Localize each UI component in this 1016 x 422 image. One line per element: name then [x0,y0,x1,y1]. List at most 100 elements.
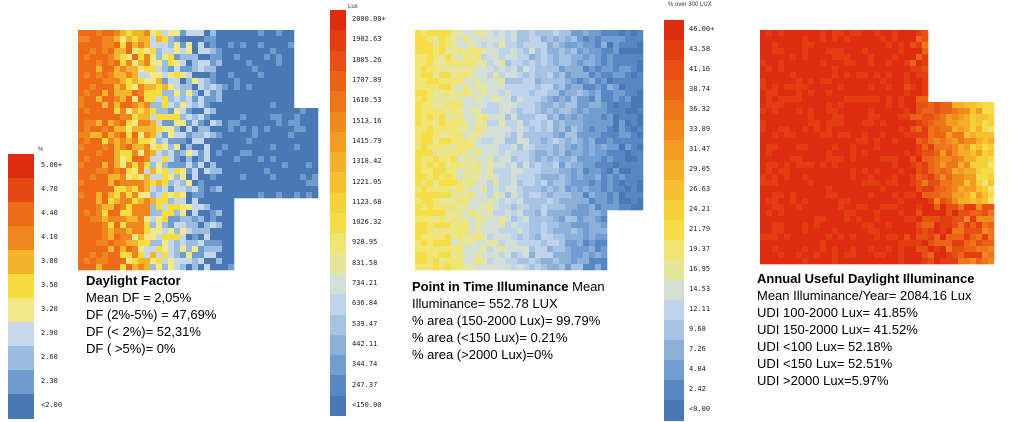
legend-swatch [664,240,684,261]
legend-tick-label: 16.95 [689,265,711,273]
legend-swatch [330,395,346,417]
legend-tick-label: <150.00 [352,400,382,409]
legend-tick-label: 21.79 [689,225,711,233]
legend-tick-label: 5.00+ [41,161,63,169]
legend-tick-label: 831.58 [352,258,378,267]
legend-unit: % [38,147,44,153]
legend-swatch [664,200,684,221]
legend-swatch [664,120,684,141]
legend-swatch [330,131,346,153]
legend-swatch [8,226,34,251]
legend-tick-label: 734.21 [352,279,378,288]
caption-line: Mean Illuminance/Year= 2084.16 Lux [757,288,972,303]
legend-swatch [8,370,34,395]
caption-title-inline: Mean [568,279,605,294]
legend-swatch [330,314,346,336]
legend-tick-label: 29.05 [689,165,711,173]
caption-line: DF ( >5%)= 0% [86,341,176,356]
caption-line: UDI 150-2000 Lux= 41.52% [757,322,918,337]
legend-unit: Lux [348,4,358,10]
legend-swatch [664,140,684,161]
legend-tick-label: 7.26 [689,345,706,353]
caption-line: DF (2%-5%) = 47,69% [86,307,217,322]
legend-tick-label: 4.84 [689,365,706,373]
caption-title: Point in Time Illuminance [412,279,569,294]
legend-swatch [664,160,684,181]
point-in-time-illuminance-caption: Point in Time Illuminance Mean Illuminan… [412,278,605,363]
caption-line: UDI 100-2000 Lux= 41.85% [757,305,918,320]
legend-swatch [330,334,346,356]
legend-swatch [330,172,346,194]
legend-swatch [664,40,684,61]
legend-tick-label: 12.11 [689,305,711,313]
legend-swatch [8,274,34,299]
legend-tick-label: 442.11 [352,339,378,348]
legend-tick-label: 31.47 [689,145,711,153]
annual-udi-panel: % over 300 LUX 46.00+ 43.58 41.16 38.74 36.3… [660,0,1016,422]
legend-swatch [330,50,346,72]
legend-tick-label: 41.16 [689,65,711,73]
legend-swatch [664,20,684,41]
legend-swatch [664,220,684,241]
legend-tick-label: 1513.16 [352,116,382,125]
daylight-factor-panel: % 5.00+ 4.70 4.40 4.10 3.80 3.50 3.20 2.90 2.60 2… [0,0,330,422]
legend-swatch [330,273,346,295]
legend-tick-label: 636.84 [352,299,378,308]
legend-unit: % over 300 LUX [668,2,712,8]
legend-tick-label: 1026.32 [352,218,382,227]
legend-tick-label: 33.89 [689,125,711,133]
legend-swatch [664,360,684,381]
legend-tick-label: 43.58 [689,45,711,53]
legend-swatch [330,213,346,234]
annual-udi-legend: % over 300 LUX 46.00+ 43.58 41.16 38.74 36.3… [664,2,724,421]
legend-swatch [8,298,34,323]
caption-title: Daylight Factor [86,273,181,288]
legend-tick-label: 46.00+ [689,25,715,33]
daylight-factor-caption: Daylight Factor Mean DF = 2,05% DF (2%-5… [86,272,216,357]
legend-tick-label: <0.00 [689,405,711,413]
legend-tick-label: 2.60 [41,353,58,361]
legend-swatch [664,400,684,421]
legend-tick-label: 1318.42 [352,157,382,166]
caption-title: Annual Useful Daylight Illuminance [757,271,975,286]
legend-tick-label: 1805.26 [352,55,382,64]
legend-tick-label: 247.37 [352,380,378,389]
legend-tick-label: 2.30 [41,377,58,385]
legend-swatch [664,340,684,361]
legend-tick-label: 3.80 [41,257,58,265]
legend-tick-label: 344.74 [352,360,378,369]
legend-swatch [330,294,346,315]
legend-swatch [8,322,34,347]
legend-swatch [664,80,684,101]
caption-line: UDI <150 Lux= 52.51% [757,356,893,371]
legend-tick-label: 19.37 [689,245,711,253]
legend-swatch [664,300,684,321]
legend-swatch [664,380,684,401]
legend-tick-label: 1221.05 [352,177,382,186]
caption-line: DF (< 2%)= 52,31% [86,324,201,339]
legend-tick-label: 2000.00+ [352,15,386,24]
legend-tick-label: 1610.53 [352,96,382,105]
caption-line: UDI <100 Lux= 52.18% [757,339,893,354]
legend-swatch [8,394,34,419]
legend-swatch [330,70,346,92]
legend-swatch [330,91,346,112]
legend-tick-label: 1123.68 [352,197,382,206]
annual-udi-map [760,30,995,265]
legend-swatch [664,260,684,281]
legend-swatch [8,346,34,371]
legend-tick-label: 1415.79 [352,136,382,145]
legend-swatch [330,192,346,214]
annual-udi-caption: Annual Useful Daylight Illuminance Mean … [757,270,974,389]
legend-swatch [8,250,34,275]
daylight-factor-legend: % 5.00+ 4.70 4.40 4.10 3.80 3.50 3.20 2.90 2.60 2… [8,146,68,419]
legend-swatch [330,355,346,376]
legend-tick-label: 2.42 [689,385,706,393]
legend-swatch [664,180,684,201]
legend-tick-label: 36.32 [689,105,711,113]
point-in-time-illuminance-panel: Lux 2000.00+ 1902.63 1805.26 1707.89 1610.53… [325,0,665,422]
legend-tick-label: 4.10 [41,233,58,241]
legend-swatch [330,111,346,133]
legend-swatch [8,202,34,227]
legend-tick-label: 1707.89 [352,76,382,85]
